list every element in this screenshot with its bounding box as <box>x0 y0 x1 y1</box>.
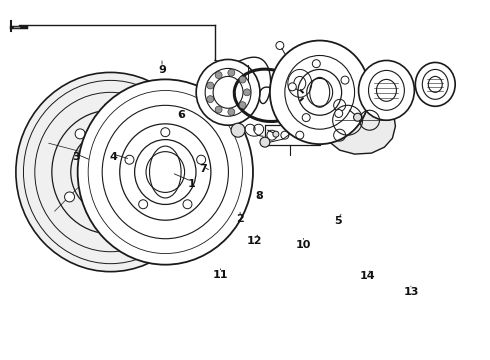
Text: 4: 4 <box>109 152 117 162</box>
Circle shape <box>288 83 296 91</box>
Circle shape <box>335 109 343 117</box>
Text: 14: 14 <box>359 271 375 281</box>
Ellipse shape <box>270 41 369 144</box>
Circle shape <box>231 123 245 137</box>
Circle shape <box>207 82 214 89</box>
Text: 10: 10 <box>296 239 311 249</box>
Circle shape <box>228 69 235 76</box>
Circle shape <box>239 76 246 83</box>
Circle shape <box>196 155 206 164</box>
Polygon shape <box>326 88 395 154</box>
Circle shape <box>228 108 235 116</box>
Circle shape <box>75 129 85 139</box>
Circle shape <box>341 76 349 84</box>
Text: 1: 1 <box>188 179 195 189</box>
Circle shape <box>65 192 74 202</box>
Circle shape <box>273 131 279 137</box>
Circle shape <box>302 114 310 122</box>
Circle shape <box>239 102 246 109</box>
Text: 12: 12 <box>247 236 263 246</box>
Circle shape <box>312 60 320 68</box>
Ellipse shape <box>16 72 205 272</box>
Text: 3: 3 <box>73 152 80 162</box>
Circle shape <box>125 155 134 164</box>
Ellipse shape <box>196 59 260 125</box>
Ellipse shape <box>77 80 253 265</box>
Circle shape <box>215 106 222 113</box>
Circle shape <box>207 96 214 103</box>
Ellipse shape <box>416 62 455 106</box>
Text: 8: 8 <box>256 191 264 201</box>
Circle shape <box>161 128 170 137</box>
Text: 9: 9 <box>158 64 166 75</box>
Circle shape <box>183 200 192 209</box>
Text: 11: 11 <box>213 270 228 280</box>
Text: 5: 5 <box>334 216 342 226</box>
Circle shape <box>215 72 222 78</box>
Circle shape <box>125 122 136 132</box>
Circle shape <box>152 176 162 186</box>
Circle shape <box>122 214 132 224</box>
Circle shape <box>244 89 250 96</box>
Text: 2: 2 <box>236 215 244 224</box>
Text: 6: 6 <box>177 111 186 121</box>
Circle shape <box>260 137 270 147</box>
Polygon shape <box>275 62 326 105</box>
Circle shape <box>354 113 362 121</box>
Ellipse shape <box>359 60 415 120</box>
Text: 13: 13 <box>403 287 418 297</box>
Text: 7: 7 <box>199 164 207 174</box>
Circle shape <box>139 200 147 209</box>
